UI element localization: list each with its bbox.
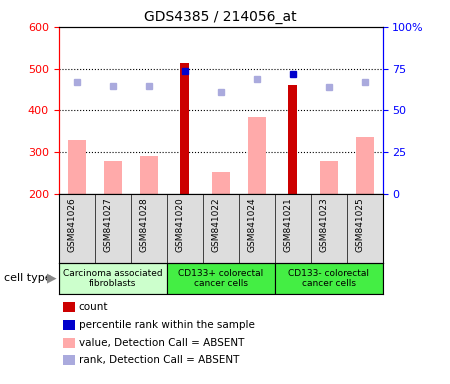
Text: cell type: cell type bbox=[4, 273, 52, 283]
Bar bbox=[320, 161, 338, 194]
Text: GSM841026: GSM841026 bbox=[68, 197, 76, 252]
Bar bbox=[104, 161, 122, 194]
Title: GDS4385 / 214056_at: GDS4385 / 214056_at bbox=[144, 10, 297, 25]
Text: ▶: ▶ bbox=[47, 272, 57, 285]
Text: Carcinoma associated
fibroblasts: Carcinoma associated fibroblasts bbox=[63, 269, 162, 288]
Text: GSM841027: GSM841027 bbox=[104, 197, 112, 252]
Bar bbox=[58, 263, 166, 294]
Text: GSM841024: GSM841024 bbox=[248, 197, 256, 252]
Text: GSM841023: GSM841023 bbox=[320, 197, 328, 252]
Text: value, Detection Call = ABSENT: value, Detection Call = ABSENT bbox=[79, 338, 244, 348]
Bar bbox=[166, 263, 274, 294]
Text: CD133+ colorectal
cancer cells: CD133+ colorectal cancer cells bbox=[178, 269, 263, 288]
Bar bbox=[212, 172, 230, 194]
Text: percentile rank within the sample: percentile rank within the sample bbox=[79, 320, 255, 330]
Bar bbox=[288, 84, 297, 194]
Text: GSM841028: GSM841028 bbox=[140, 197, 148, 252]
Bar bbox=[248, 117, 266, 194]
Text: GSM841021: GSM841021 bbox=[284, 197, 292, 252]
Text: count: count bbox=[79, 302, 108, 312]
Text: rank, Detection Call = ABSENT: rank, Detection Call = ABSENT bbox=[79, 355, 239, 365]
Bar bbox=[356, 137, 373, 194]
Bar bbox=[274, 263, 382, 294]
Bar bbox=[140, 156, 158, 194]
Text: GSM841020: GSM841020 bbox=[176, 197, 184, 252]
Text: CD133- colorectal
cancer cells: CD133- colorectal cancer cells bbox=[288, 269, 369, 288]
Text: GSM841022: GSM841022 bbox=[212, 197, 220, 252]
Bar bbox=[68, 140, 86, 194]
Text: GSM841025: GSM841025 bbox=[356, 197, 364, 252]
Bar bbox=[180, 63, 189, 194]
